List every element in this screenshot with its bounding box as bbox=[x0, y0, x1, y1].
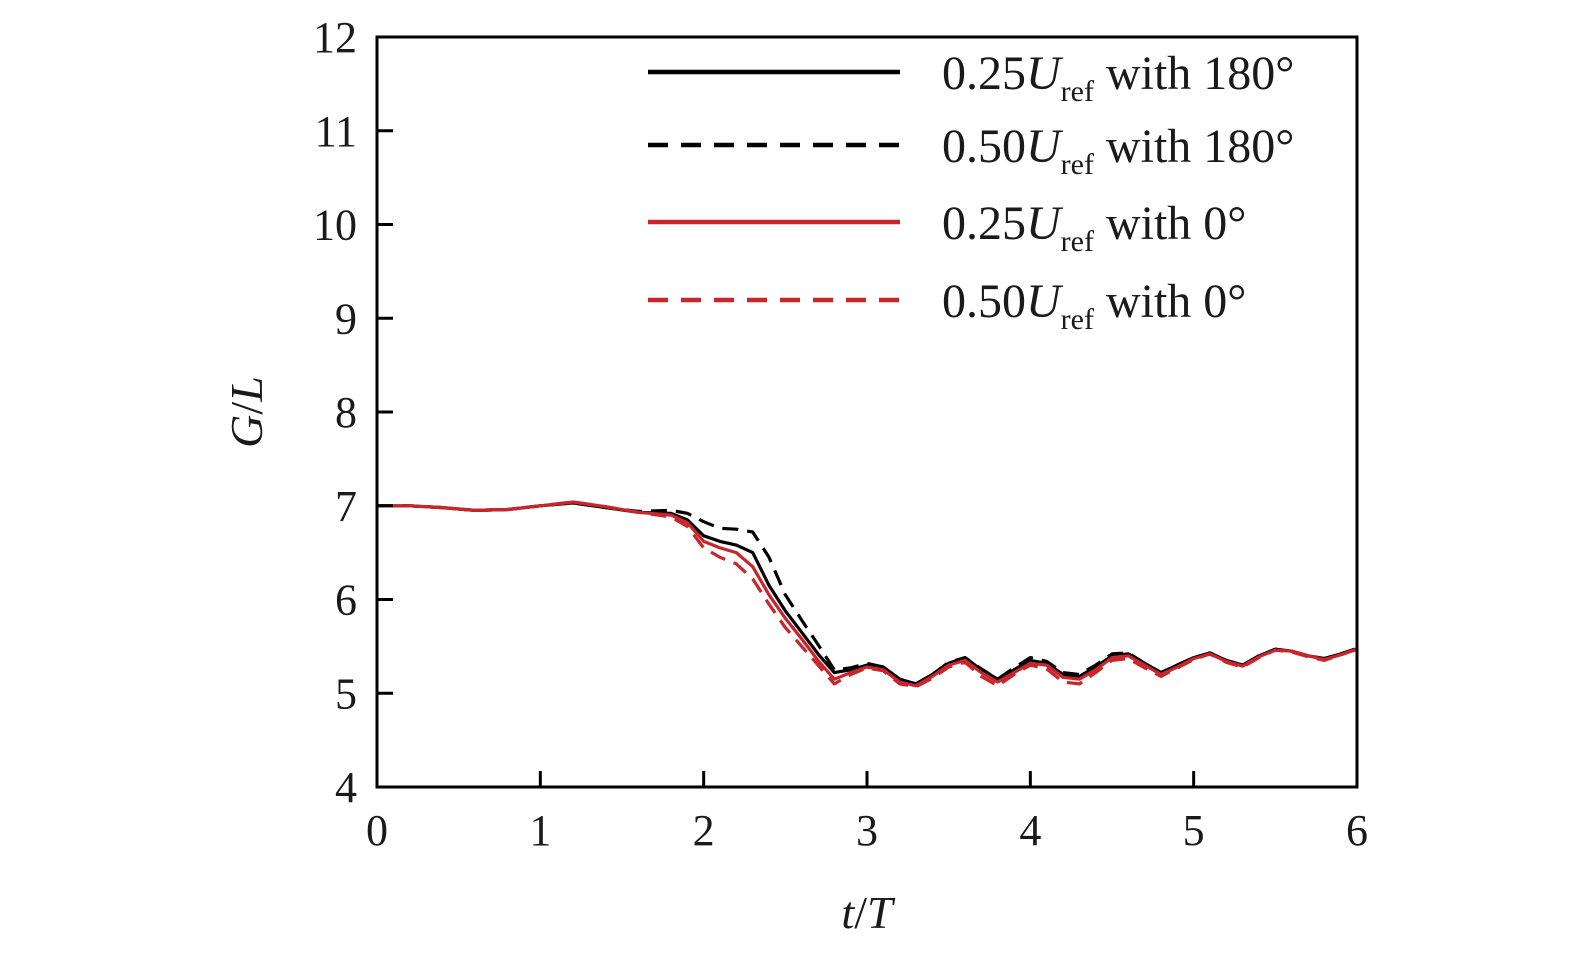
y-tick-label: 8 bbox=[335, 388, 357, 437]
legend-label-var: U bbox=[1026, 120, 1064, 173]
x-tick-label: 2 bbox=[693, 806, 715, 855]
y-tick-label: 6 bbox=[335, 576, 357, 625]
legend-label-suffix: with 180° bbox=[1094, 120, 1295, 173]
legend-label-sub: ref bbox=[1061, 148, 1094, 181]
x-ticks: 0 1 2 3 4 5 6 bbox=[366, 771, 1368, 855]
legend-label-suffix: with 180° bbox=[1094, 47, 1295, 100]
y-tick-label: 11 bbox=[315, 107, 357, 156]
legend-label-4: 0.50Uref with 0° bbox=[942, 275, 1247, 336]
x-tick-label: 0 bbox=[366, 806, 388, 855]
y-tick-label: 4 bbox=[335, 763, 357, 812]
y-axis-title: G/L bbox=[221, 376, 272, 448]
y-tick-label: 10 bbox=[313, 201, 357, 250]
x-axis-title: t/T bbox=[841, 887, 896, 938]
y-ticks: 4 5 6 7 8 9 10 11 12 bbox=[313, 13, 393, 812]
y-tick-label: 9 bbox=[335, 294, 357, 343]
series-line-1 bbox=[377, 501, 1358, 686]
series-line-2 bbox=[377, 501, 1358, 686]
y-tick-label: 5 bbox=[335, 669, 357, 718]
legend-label-prefix: 0.25 bbox=[942, 47, 1026, 100]
y-tick-label: 12 bbox=[313, 13, 357, 62]
x-tick-label: 5 bbox=[1183, 806, 1205, 855]
legend-label-sub: ref bbox=[1061, 303, 1094, 336]
legend-label-3: 0.25Uref with 0° bbox=[942, 197, 1247, 258]
legend-label-var: U bbox=[1026, 275, 1064, 328]
legend-label-var: U bbox=[1026, 197, 1064, 250]
legend-label-prefix: 0.50 bbox=[942, 120, 1026, 173]
legend-label-1: 0.25Uref with 180° bbox=[942, 47, 1295, 108]
x-tick-label: 3 bbox=[856, 806, 878, 855]
series-line-4 bbox=[377, 500, 1358, 689]
legend-label-suffix: with 0° bbox=[1094, 197, 1247, 250]
y-tick-label: 7 bbox=[335, 482, 357, 531]
legend-label-var: U bbox=[1026, 47, 1064, 100]
x-tick-label: 6 bbox=[1346, 806, 1368, 855]
plot-lines bbox=[377, 500, 1358, 689]
legend: 0.25Uref with 180°0.50Uref with 180°0.25… bbox=[648, 47, 1295, 336]
legend-label-prefix: 0.50 bbox=[942, 275, 1026, 328]
x-tick-label: 1 bbox=[529, 806, 551, 855]
legend-label-2: 0.50Uref with 180° bbox=[942, 120, 1295, 181]
legend-label-sub: ref bbox=[1061, 75, 1094, 108]
legend-label-prefix: 0.25 bbox=[942, 197, 1026, 250]
legend-label-suffix: with 0° bbox=[1094, 275, 1247, 328]
series-line-3 bbox=[377, 500, 1358, 688]
x-tick-label: 4 bbox=[1019, 806, 1041, 855]
legend-label-sub: ref bbox=[1061, 225, 1094, 258]
